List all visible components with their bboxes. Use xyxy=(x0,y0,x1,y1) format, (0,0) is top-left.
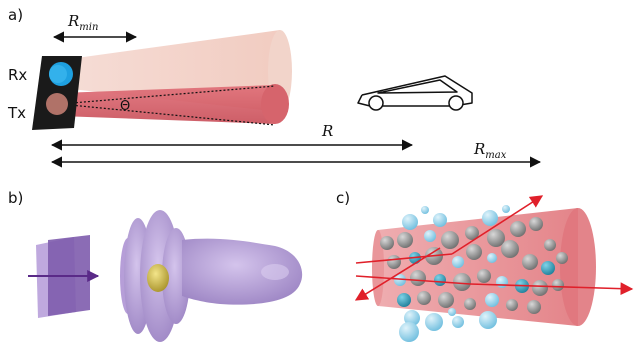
r-label: R xyxy=(321,122,333,140)
panel-a: a) Θ Rx Tx Rmin R Rmax xyxy=(7,6,542,168)
antenna-core xyxy=(147,264,169,292)
tx-label: Tx xyxy=(7,104,26,122)
panel-c-label: c) xyxy=(336,189,350,207)
scattered-rays xyxy=(354,195,634,301)
car-outline xyxy=(357,75,473,111)
tx-aperture xyxy=(46,93,68,115)
rmin-label: Rmin xyxy=(67,12,98,33)
tx-beam xyxy=(60,84,289,124)
panel-a-label: a) xyxy=(8,6,23,24)
panel-b-label: b) xyxy=(8,189,23,207)
panel-c: c) xyxy=(336,189,634,342)
scatterer-particles xyxy=(380,205,568,342)
theta-lower-line xyxy=(59,103,276,126)
panel-b: b) xyxy=(8,189,303,342)
rx-label: Rx xyxy=(8,66,27,84)
rmax-label: Rmax xyxy=(473,140,507,161)
theta-label: Θ xyxy=(120,99,130,114)
